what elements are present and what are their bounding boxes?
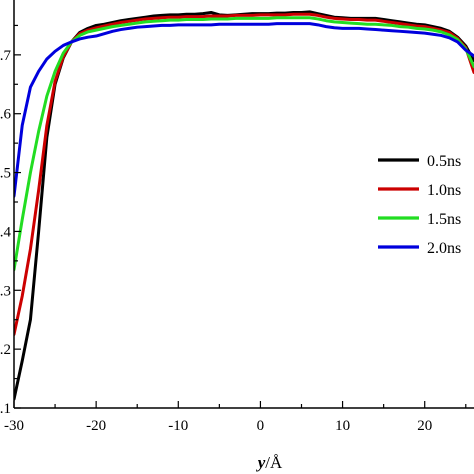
x-axis-title-unit: /Å xyxy=(265,453,283,472)
y-tick-label: .7 xyxy=(0,48,12,64)
y-tick-label: .3 xyxy=(0,283,11,299)
series-line-1.0ns xyxy=(14,12,474,336)
x-tick-label: 20 xyxy=(417,418,432,434)
x-tick-label: -10 xyxy=(168,418,188,434)
series-line-1.5ns xyxy=(14,16,474,272)
x-tick-label: -30 xyxy=(4,418,24,434)
y-tick-label: .4 xyxy=(0,224,12,240)
series-layer xyxy=(14,10,474,401)
x-axis-title-variable: y xyxy=(256,453,266,472)
y-tick-label: .2 xyxy=(0,342,11,358)
x-axis-title: y/Å xyxy=(256,453,283,472)
y-tick-label: .5 xyxy=(0,166,11,182)
series-line-2.0ns xyxy=(14,22,474,198)
legend-label-1.0ns: 1.0ns xyxy=(427,182,461,199)
legend-label-2.0ns: 2.0ns xyxy=(427,240,461,257)
x-tick-label: 10 xyxy=(335,418,350,434)
axes-layer: -30 -20 -10 0 10 20 .1 .2 .3 .4 .5 .6 .7 xyxy=(0,0,474,434)
legend-label-0.5ns: 0.5ns xyxy=(427,153,461,170)
legend: 0.5ns 1.0ns 1.5ns 2.0ns xyxy=(378,153,461,257)
legend-label-1.5ns: 1.5ns xyxy=(427,211,461,228)
x-tick-label: -20 xyxy=(86,418,106,434)
x-tick-label: 0 xyxy=(257,418,265,434)
y-tick-label: .6 xyxy=(0,107,12,123)
y-tick-label: .1 xyxy=(0,401,11,417)
